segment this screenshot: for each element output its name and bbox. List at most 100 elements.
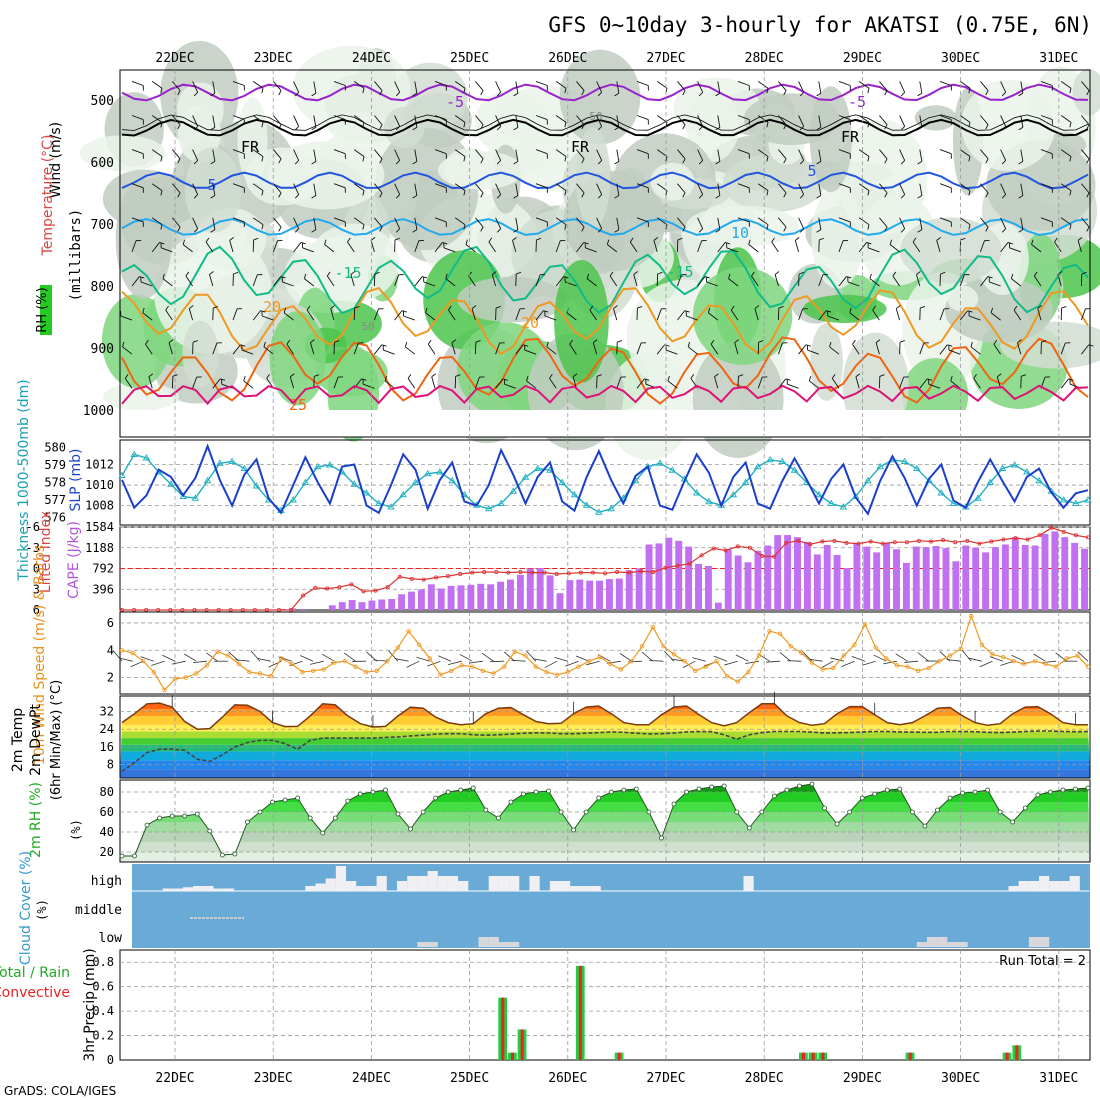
wind-barb-flag (690, 373, 695, 379)
wind-barb-flag (261, 122, 264, 128)
thickness-point (387, 503, 395, 510)
wind-barb-flag (816, 92, 822, 97)
cape-bar (388, 598, 396, 610)
wind-barb-flag (177, 124, 181, 130)
wind-barb (425, 312, 436, 321)
cloud-bar-high (447, 876, 459, 891)
wind-barb (252, 274, 258, 287)
wind-barb (434, 80, 447, 86)
wind-barb (636, 378, 645, 389)
wind-barb-flag (148, 373, 154, 378)
rh-point (332, 815, 338, 821)
wind-barb (697, 240, 703, 253)
wind-barb (192, 115, 199, 127)
wind-barb-flag (917, 92, 923, 97)
wind-barb (353, 81, 365, 89)
li-point (880, 541, 885, 546)
cape-bar (714, 602, 722, 610)
wind-barb-flag (665, 190, 668, 196)
day-label-top: 28DEC (745, 51, 784, 66)
li-point (518, 569, 523, 574)
cape-tick: 792 (92, 562, 114, 576)
wind-point (279, 656, 284, 661)
thickness-point (509, 487, 518, 494)
surface-barb (118, 657, 133, 662)
cloud-bar-high (488, 876, 499, 891)
precip-conv-bar (1015, 1045, 1019, 1060)
upper-lower-mask (120, 410, 1090, 437)
wind-barb (475, 183, 484, 194)
rh-point (420, 809, 426, 815)
wind-barb-flag (448, 305, 452, 311)
cloud-bar-low (947, 942, 958, 947)
wind-barb (495, 378, 504, 389)
li-tick: -6 (26, 520, 40, 534)
wind-barb (546, 346, 557, 355)
wind-barb-flag (177, 226, 181, 232)
isotherm-label: -15 (666, 263, 693, 281)
wind-barb (757, 183, 769, 191)
wind-barb (151, 183, 163, 191)
wind-barb-flag (831, 373, 836, 379)
wind-barb (504, 383, 516, 389)
wind-point (448, 668, 454, 673)
wind-barb-flag (395, 160, 400, 165)
temp-band (120, 724, 1090, 732)
rh-point (132, 853, 137, 859)
wind-frame (119, 611, 1091, 695)
thickness-point (607, 504, 615, 512)
li-point (1086, 535, 1091, 540)
wind-barb (353, 183, 365, 191)
wind-barb-flag (597, 126, 602, 131)
wind-point (714, 659, 719, 664)
wind-barb-flag (412, 161, 418, 165)
wind-barb (405, 346, 416, 355)
rh-shade (899, 217, 1002, 284)
wind-barb (535, 217, 548, 223)
wind-barb (414, 183, 418, 196)
wind-barb (313, 183, 317, 196)
wind-barb (778, 149, 787, 160)
wind-barb-flag (950, 375, 953, 382)
li-point (904, 540, 909, 545)
wind-barb-flag (1010, 273, 1014, 279)
thickness-point (864, 476, 872, 484)
wind-barb (1060, 115, 1072, 123)
wind-point (756, 653, 762, 658)
li-tick: -3 (26, 541, 40, 555)
wind-barb (798, 183, 805, 195)
wind-barb-flag (725, 242, 731, 245)
surface-barb (883, 660, 897, 665)
isotherm-label: 25 (289, 396, 307, 414)
wind-barb-flag (193, 126, 198, 131)
wind-barb-flag (362, 122, 365, 128)
wind-barb-flag (303, 273, 307, 279)
rh-point (495, 815, 501, 821)
wind-barb (585, 247, 597, 253)
wind-barb (576, 149, 585, 160)
wind-barb-flag (213, 306, 219, 309)
wind-barb-flag (162, 273, 165, 279)
wind-barb (879, 115, 888, 125)
rh-shade (437, 151, 524, 190)
surface-barb (619, 653, 632, 662)
wind-barb (1031, 244, 1042, 253)
wind-barb (919, 149, 923, 162)
rh-point (370, 789, 376, 795)
wind-barb (858, 149, 870, 157)
wind-barb (414, 276, 423, 287)
wind-barb (374, 344, 383, 355)
li-point (578, 570, 583, 575)
cloud-bar-high (590, 886, 601, 891)
wind-barb-flag (480, 226, 484, 232)
cape-tick: 1584 (85, 520, 114, 534)
wind-point (215, 649, 220, 654)
cape-bar (853, 543, 861, 610)
thickness-point (778, 457, 787, 464)
wind-barb-flag (1037, 305, 1042, 309)
wind-barb (928, 383, 941, 389)
wind-barb (968, 315, 981, 321)
wind-barb (1060, 217, 1072, 226)
wind-barb (706, 281, 718, 287)
pressure-tick-label: 600 (91, 156, 114, 171)
